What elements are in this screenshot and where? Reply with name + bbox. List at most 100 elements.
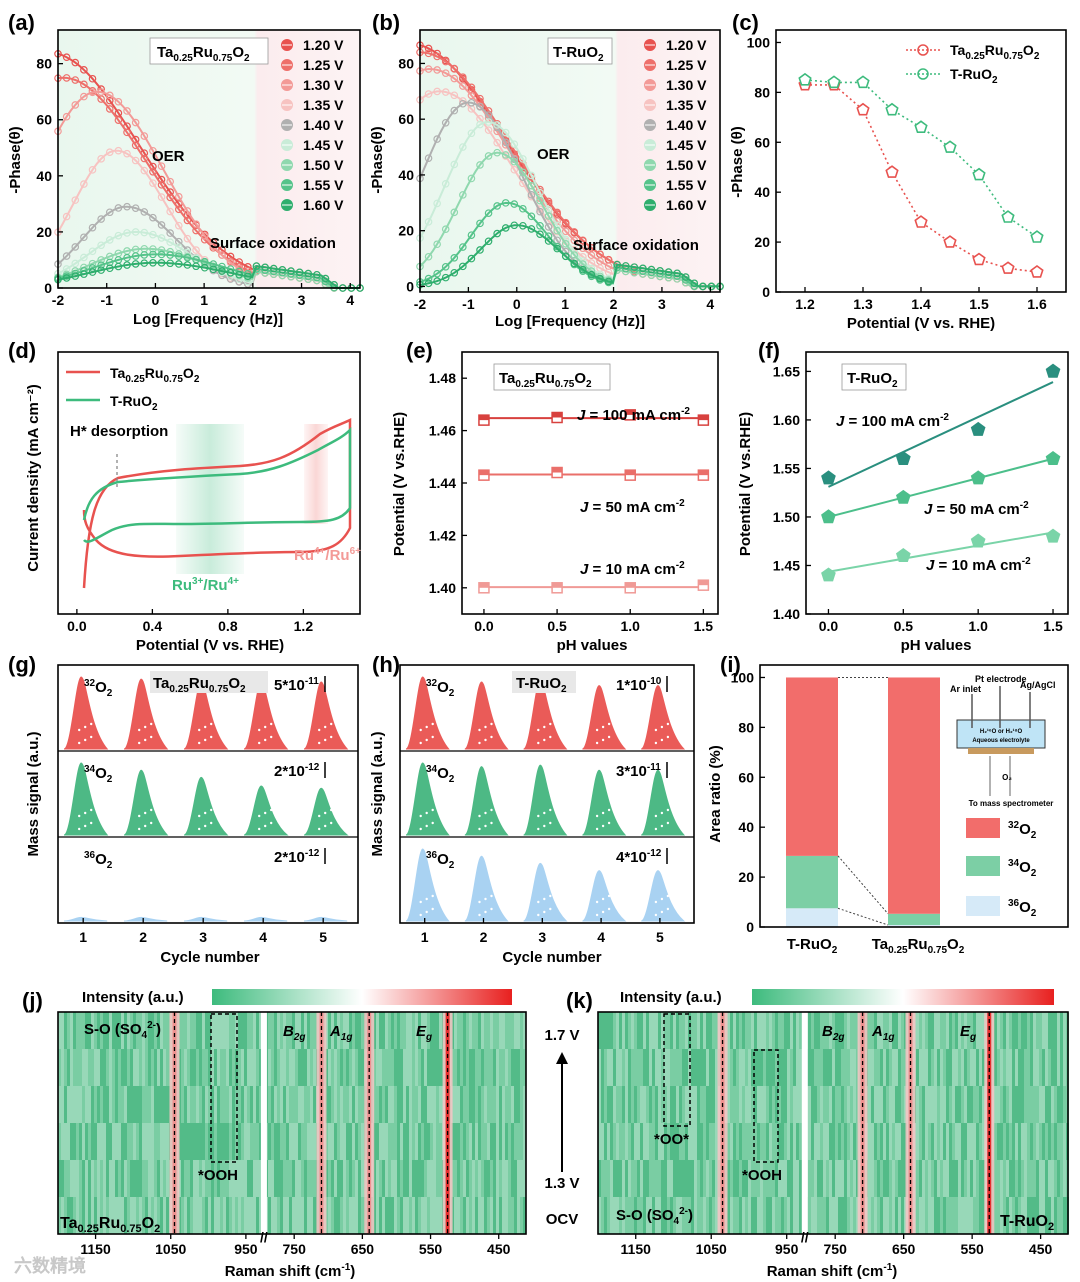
heatmap-cell [769, 1197, 772, 1234]
data-point [493, 121, 501, 129]
heatmap-cell [1051, 1012, 1054, 1049]
heatmap-cell [334, 1123, 337, 1160]
heatmap-cell [694, 1123, 697, 1160]
heatmap-cell [1006, 1197, 1009, 1234]
heatmap-cell [1060, 1123, 1063, 1160]
heatmap-cell [613, 1123, 616, 1160]
heatmap-cell [340, 1086, 343, 1123]
panel-h-title: T-RuO2 [516, 675, 567, 695]
heatmap-cell [928, 1160, 931, 1197]
heatmap-cell [853, 1160, 856, 1197]
data-point [527, 171, 536, 180]
heatmap-cell [973, 1160, 976, 1197]
heatmap-cell [430, 1012, 433, 1049]
heatmap-cell [955, 1160, 958, 1197]
data-point [149, 167, 157, 176]
heatmap-cell [886, 1160, 889, 1197]
heatmap-cell [289, 1123, 292, 1160]
heatmap-cell [220, 1197, 223, 1234]
y-tick-label: 20 [36, 224, 52, 240]
heatmap-cell [679, 1049, 682, 1086]
heatmap-cell [1063, 1049, 1066, 1086]
peak-dot [258, 900, 261, 904]
heatmap-cell [139, 1086, 142, 1123]
heatmap-cell [883, 1049, 886, 1086]
heatmap-cell [193, 1086, 196, 1123]
y-tick-label: 40 [754, 184, 770, 200]
heatmap-cell [397, 1012, 400, 1049]
heatmap-cell [187, 1049, 190, 1086]
heatmap-cell [679, 1012, 682, 1049]
heatmap-cell [760, 1123, 763, 1160]
heatmap-cell [382, 1197, 385, 1234]
y-tick-label: 1.44 [429, 475, 456, 491]
heatmap-cell [115, 1160, 118, 1197]
heatmap-cell [292, 1049, 295, 1086]
data-point [821, 509, 836, 524]
heatmap-cell [229, 1197, 232, 1234]
heatmap-cell [784, 1049, 787, 1086]
heatmap-cell [1009, 1197, 1012, 1234]
heatmap-cell [784, 1012, 787, 1049]
heatmap-cell [964, 1197, 967, 1234]
heatmap-cell [1054, 1049, 1057, 1086]
data-point [647, 265, 656, 274]
heatmap-cell [1030, 1197, 1033, 1234]
peak-dot [425, 811, 428, 815]
heatmap-cell [130, 1086, 133, 1123]
panel-d-h-desorption: H* desorption [70, 423, 168, 440]
heatmap-cell [661, 1086, 664, 1123]
y-tick-label: 20 [738, 869, 754, 885]
heatmap-cell [997, 1086, 1000, 1123]
heatmap-cell [430, 1123, 433, 1160]
data-point [131, 204, 140, 212]
heatmap-cell [655, 1086, 658, 1123]
peak-dot [84, 910, 87, 914]
heatmap-cell [76, 1197, 79, 1234]
heatmap-cell [814, 1049, 817, 1086]
heatmap-cell [760, 1086, 763, 1123]
heatmap-cell [619, 1086, 622, 1123]
heatmap-cell [811, 1086, 814, 1123]
heatmap-cell [193, 1049, 196, 1086]
heatmap-cell [157, 1049, 160, 1086]
heatmap-cell [796, 1012, 799, 1049]
x-tick-label: 750 [283, 1241, 307, 1257]
panel-e-label: (e) [406, 338, 433, 363]
heatmap-cell [487, 1160, 490, 1197]
heatmap-cell [343, 1086, 346, 1123]
heatmap-cell [961, 1049, 964, 1086]
heatmap-cell [124, 1049, 127, 1086]
heatmap-cell [469, 1160, 472, 1197]
panel-j-plot [58, 1012, 526, 1234]
heatmap-cell [454, 1012, 457, 1049]
heatmap-cell [244, 1160, 247, 1197]
peak-core-A1g [908, 1012, 913, 1234]
heatmap-cell [478, 1049, 481, 1086]
heatmap-cell [202, 1012, 205, 1049]
heatmap-cell [481, 1086, 484, 1123]
heatmap-cell [139, 1049, 142, 1086]
heatmap-cell [901, 1123, 904, 1160]
heatmap-cell [733, 1086, 736, 1123]
heatmap-cell [226, 1012, 229, 1049]
heatmap-cell [874, 1049, 877, 1086]
heatmap-cell [889, 1160, 892, 1197]
heatmap-cell [493, 1197, 496, 1234]
heatmap-cell [253, 1012, 256, 1049]
heatmap-cell [610, 1160, 613, 1197]
panel-j-axes: 1150 1050 950 750 650 550 450// [80, 1229, 510, 1257]
heatmap-cell [637, 1049, 640, 1086]
heatmap-cell [871, 1123, 874, 1160]
heatmap-cell [766, 1123, 769, 1160]
heatmap-cell [994, 1086, 997, 1123]
heatmap-cell [58, 1086, 61, 1123]
data-point [450, 268, 459, 277]
heatmap-cell [415, 1123, 418, 1160]
heatmap-cell [613, 1197, 616, 1234]
data-point [1030, 265, 1044, 278]
heatmap-cell [838, 1086, 841, 1123]
heatmap-cell [886, 1012, 889, 1049]
heatmap-cell [523, 1012, 526, 1049]
heatmap-cell [397, 1086, 400, 1123]
